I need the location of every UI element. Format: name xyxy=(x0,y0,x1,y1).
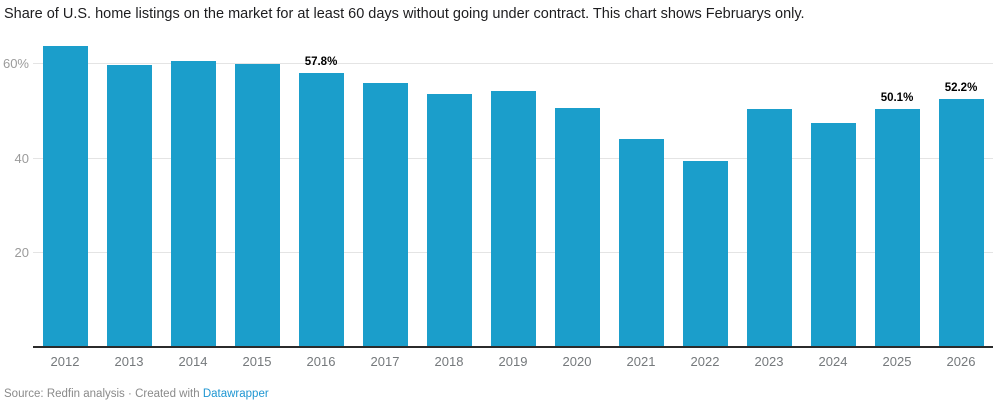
bar-column xyxy=(33,45,97,346)
bar-column xyxy=(609,138,673,346)
bar-column: 52.2% xyxy=(929,82,993,346)
y-axis-tick-label: 20 xyxy=(14,245,29,261)
source-text: Source: Redfin analysis xyxy=(4,388,125,400)
gridline xyxy=(33,63,993,65)
bar[interactable] xyxy=(682,161,728,346)
bar-column xyxy=(353,82,417,346)
x-axis-label: 2020 xyxy=(562,354,592,369)
bar-column xyxy=(481,91,545,346)
bar-column xyxy=(97,64,161,346)
bar-column xyxy=(161,60,225,346)
bar-value-label: 57.8% xyxy=(304,55,338,68)
bar[interactable] xyxy=(746,108,792,346)
bar-column: 50.1% xyxy=(865,92,929,346)
x-axis-label: 2018 xyxy=(434,354,464,369)
bar-value-label: 52.2% xyxy=(944,82,978,95)
bar-column xyxy=(673,161,737,346)
bar[interactable] xyxy=(938,99,984,346)
created-with-text: Created with xyxy=(135,388,200,400)
x-axis-label: 2012 xyxy=(50,354,80,369)
x-axis-baseline xyxy=(33,346,993,348)
plot-area: 60% 40 20 57.8% 50.1% 52.2% xyxy=(0,40,993,348)
bar-column xyxy=(545,108,609,346)
chart-title: Share of U.S. home listings on the marke… xyxy=(4,6,805,22)
bar-chart: 60% 40 20 57.8% 50.1% 52.2% 2012 2013 2014 2015… xyxy=(0,40,993,369)
bar-value-label: 50.1% xyxy=(880,91,914,104)
bar[interactable] xyxy=(426,93,472,346)
x-axis-label: 2016 xyxy=(306,354,336,369)
bar-column xyxy=(417,93,481,346)
bar[interactable] xyxy=(810,123,856,346)
y-axis-tick-label: 60% xyxy=(2,56,29,72)
x-axis-label: 2025 xyxy=(882,354,912,369)
x-axis-label: 2014 xyxy=(178,354,208,369)
bar[interactable] xyxy=(554,108,600,346)
bar[interactable] xyxy=(106,64,152,346)
datawrapper-link[interactable]: Datawrapper xyxy=(202,388,269,400)
bar-column xyxy=(225,64,289,346)
bar-column: 57.8% xyxy=(289,56,353,346)
bar[interactable] xyxy=(234,64,280,346)
chart-footer: Source: Redfin analysis · Created with D… xyxy=(4,388,269,400)
x-axis-label: 2015 xyxy=(242,354,272,369)
bar[interactable] xyxy=(298,72,344,346)
bar-column xyxy=(737,108,801,346)
x-axis-label: 2026 xyxy=(946,354,976,369)
y-axis-tick-label: 40 xyxy=(14,150,29,166)
bar[interactable] xyxy=(170,60,216,346)
bar[interactable] xyxy=(874,108,920,346)
x-axis-label: 2019 xyxy=(498,354,528,369)
bar[interactable] xyxy=(362,82,408,346)
footer-separator: · xyxy=(128,388,132,400)
x-axis-label: 2021 xyxy=(626,354,656,369)
bar[interactable] xyxy=(618,138,664,346)
x-axis-label: 2017 xyxy=(370,354,400,369)
x-axis-label: 2013 xyxy=(114,354,144,369)
bar[interactable] xyxy=(490,91,536,346)
x-axis-label: 2023 xyxy=(754,354,784,369)
bar[interactable] xyxy=(42,45,88,346)
x-axis-labels: 2012 2013 2014 2015 2016 2017 2018 2019 2020 2021… xyxy=(33,348,993,369)
bars-container: 57.8% 50.1% 52.2% xyxy=(33,40,993,346)
x-axis-label: 2024 xyxy=(818,354,848,369)
x-axis-label: 2022 xyxy=(690,354,720,369)
bar-column xyxy=(801,123,865,346)
